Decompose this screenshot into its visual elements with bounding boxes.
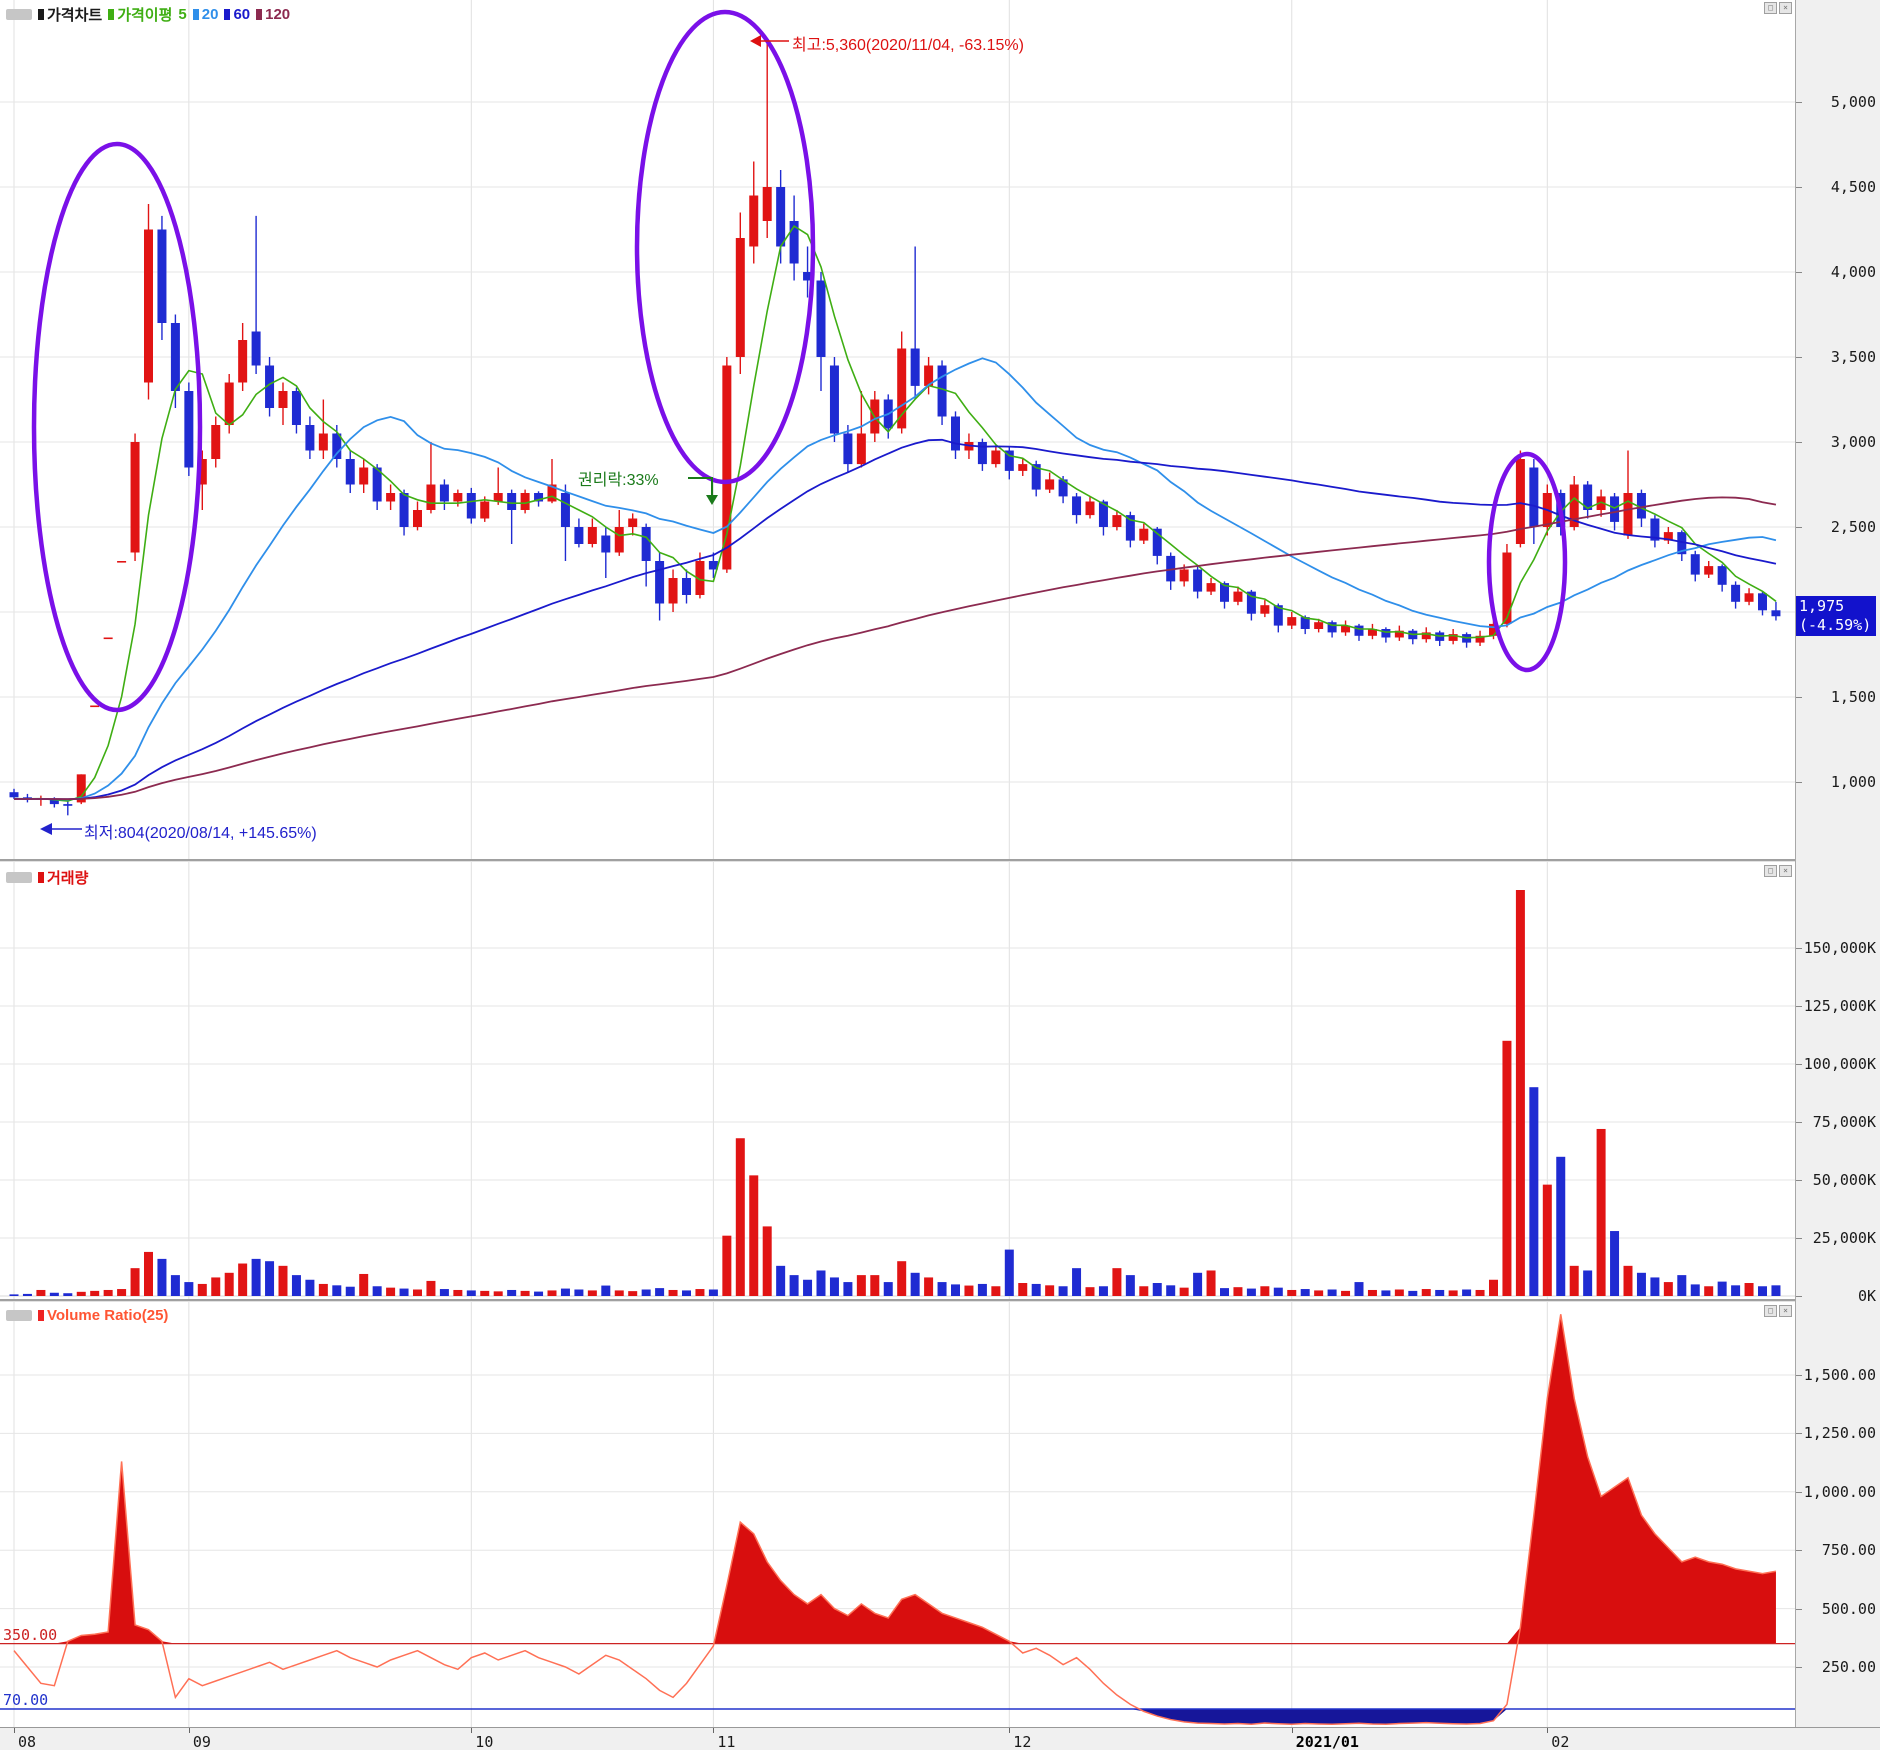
annotation-arrows-layer [40, 35, 789, 835]
y-axis-label: 1,000 [1830, 773, 1876, 791]
ma20-marker-icon [192, 9, 199, 20]
ratio-panel-header: Volume Ratio(25) [6, 1307, 168, 1324]
panel-dividers [0, 859, 1795, 1302]
y-axis-label: 50,000K [1812, 1171, 1876, 1189]
panel-grip[interactable] [6, 872, 32, 883]
ma5-legend: 5 [178, 6, 186, 23]
x-axis-month-label: 12 [1013, 1733, 1032, 1750]
y-axis-label: 4,000 [1830, 263, 1876, 281]
y-axis-label: 5,000 [1830, 93, 1876, 111]
ratio-legend: Volume Ratio(25) [38, 1307, 168, 1324]
price-chart-legend: 가격차트 [38, 4, 102, 25]
x-axis-strip: 08 09 10 11 12 2021/01 02 [0, 1727, 1880, 1750]
y-axis-label: 0K [1857, 1287, 1876, 1305]
grid-layer [0, 0, 1795, 1727]
upper-band-label: 350.00 [3, 1626, 58, 1644]
chart-canvas [0, 0, 1795, 1727]
panel-restore-icon[interactable]: □ [1764, 2, 1777, 14]
ma-label: 가격이평 [117, 7, 173, 24]
panel-restore-icon[interactable]: □ [1764, 1305, 1777, 1317]
x-axis-month-label: 09 [192, 1733, 211, 1750]
ma60-label: 60 [233, 6, 251, 23]
y-axis-label: 3,000 [1830, 433, 1876, 451]
y-axis-label: 75,000K [1812, 1113, 1876, 1131]
ma120-label: 120 [265, 6, 291, 23]
ratio-panel-buttons: □ × [1764, 1305, 1792, 1317]
x-axis-month-label: 08 [18, 1733, 37, 1750]
y-axis-label: 1,000.00 [1803, 1482, 1876, 1501]
candlestick-layer [9, 40, 1781, 816]
ma60-marker-icon [224, 9, 231, 20]
panel-close-icon[interactable]: × [1779, 1305, 1792, 1317]
y-axis-label: 750.00 [1821, 1541, 1876, 1560]
high-annotation: 최고:5,360(2020/11/04, -63.15%) [792, 37, 1024, 54]
y-axis-label: 125,000K [1803, 997, 1876, 1015]
price-panel-header: 가격차트 가격이평 5 20 60 120 [6, 4, 290, 25]
panel-grip[interactable] [6, 9, 32, 20]
y-axis-label: 1,500.00 [1803, 1366, 1876, 1384]
y-axis-gutter: 5,000 4,500 4,000 3,500 3,000 2,500 1,500 1,000… [1795, 0, 1880, 1727]
x-axis-month-label: 10 [475, 1733, 494, 1750]
y-axis-label: 2,500 [1830, 518, 1876, 536]
panel-restore-icon[interactable]: □ [1764, 865, 1777, 877]
panel-close-icon[interactable]: × [1779, 865, 1792, 877]
panel-grip[interactable] [6, 1310, 32, 1321]
price-chart-marker-icon [38, 9, 44, 20]
ma20-label: 20 [201, 6, 219, 23]
highlight-ellipses-layer [31, 9, 1568, 713]
y-axis-label: 100,000K [1803, 1055, 1876, 1073]
ratio-panel-title: Volume Ratio(25) [47, 1307, 169, 1324]
y-axis-label: 250.00 [1821, 1658, 1876, 1676]
ma5-label: 5 [178, 6, 187, 23]
current-price-badge: 1,975 (-4.59%) [1796, 596, 1876, 636]
current-change: (-4.59%) [1799, 616, 1872, 634]
ratio-marker-icon [38, 1310, 44, 1321]
price-panel-buttons: □ × [1764, 2, 1792, 14]
low-annotation: 최저:804(2020/08/14, +145.65%) [84, 825, 317, 842]
volume-panel-header: 거래량 [6, 867, 88, 888]
x-axis-month-label: 02 [1551, 1733, 1570, 1750]
ma20-legend: 20 [192, 6, 219, 23]
x-axis-month-label: 11 [717, 1733, 736, 1750]
volume-legend: 거래량 [38, 867, 88, 888]
volume-panel-title: 거래량 [47, 870, 89, 887]
volume-bars-layer [9, 890, 1781, 1296]
y-axis-label: 4,500 [1830, 178, 1876, 196]
ratio-area-layer [0, 1314, 1795, 1725]
y-axis-label: 150,000K [1803, 939, 1876, 957]
x-axis-month-label: 2021/01 [1295, 1733, 1359, 1750]
y-axis-label: 1,250.00 [1803, 1424, 1876, 1443]
ex-rights-annotation: 권리락:33% [578, 472, 659, 489]
ma-marker-icon [108, 9, 115, 20]
y-axis-label: 25,000K [1812, 1229, 1876, 1247]
panel-close-icon[interactable]: × [1779, 2, 1792, 14]
y-axis-label: 500.00 [1821, 1599, 1876, 1618]
lower-band-label: 70.00 [3, 1691, 49, 1709]
ma-lines-layer [13, 225, 1777, 802]
volume-panel-buttons: □ × [1764, 865, 1792, 877]
y-axis-label: 1,500 [1830, 688, 1876, 706]
ma120-marker-icon [256, 9, 263, 20]
price-panel-title: 가격차트 [47, 7, 103, 24]
volume-marker-icon [38, 872, 44, 883]
ma-legend: 가격이평 [108, 4, 172, 25]
current-price: 1,975 [1799, 597, 1845, 615]
ma60-legend: 60 [224, 6, 250, 23]
ma120-legend: 120 [256, 6, 290, 23]
y-axis-label: 3,500 [1830, 348, 1876, 366]
